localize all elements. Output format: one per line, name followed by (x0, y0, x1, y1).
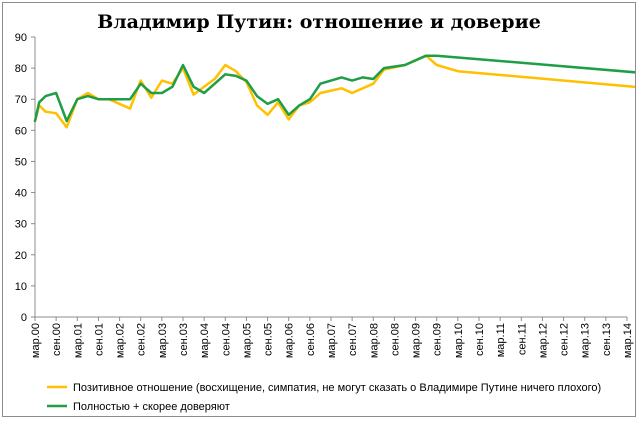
x-tick-label: сен.07 (347, 323, 359, 356)
legend-label: Позитивное отношение (восхищение, симпат… (73, 382, 601, 394)
x-tick-label: сен.01 (93, 323, 105, 356)
x-tick-label: мар.13 (580, 323, 592, 358)
y-tick-label: 40 (15, 188, 27, 200)
y-tick-label: 90 (15, 32, 27, 44)
y-tick-label: 50 (15, 156, 27, 168)
x-tick-label: мар.11 (495, 323, 507, 357)
chart-frame: Владимир Путин: отношение и доверие 0 10 2… (2, 2, 636, 417)
legend-label: Полностью + скорее доверяют (73, 401, 230, 413)
line-chart: 0 10 20 30 40 50 60 70 80 90 мар.00 сен.00 мар.01 сен… (15, 32, 635, 413)
x-tick-label: мар.12 (537, 323, 549, 358)
series-line-positive-attitude (33, 54, 635, 129)
x-tick-label: мар.14 (622, 323, 634, 358)
y-tick-label: 0 (21, 312, 27, 324)
y-tick-label: 20 (15, 250, 27, 262)
y-tick-label: 70 (15, 94, 27, 106)
x-tick-label: мар.06 (284, 323, 296, 358)
x-tick-label: сен.06 (305, 323, 317, 356)
x-tick-label: сен.03 (178, 323, 190, 356)
x-tick-label: сен.09 (432, 323, 444, 356)
y-tick-label: 10 (15, 281, 27, 293)
x-tick-label: сен.10 (474, 323, 486, 356)
x-tick-label: мар.05 (241, 323, 253, 358)
series-line-trust (33, 54, 635, 123)
x-tick-label: сен.04 (220, 323, 232, 356)
x-tick-label: мар.04 (199, 323, 211, 358)
x-tick-label: мар.08 (368, 323, 380, 358)
y-tick-label: 80 (15, 63, 27, 75)
y-tick-label: 60 (15, 125, 27, 137)
x-tick-label: мар.01 (72, 323, 84, 358)
x-tick-label: сен.11 (516, 323, 528, 355)
x-tick-label: мар.07 (326, 323, 338, 358)
x-tick-label: сен.08 (389, 323, 401, 356)
chart-title: Владимир Путин: отношение и доверие (97, 11, 541, 33)
x-tick-label: сен.13 (601, 323, 613, 356)
x-tick-label: сен.12 (559, 323, 571, 356)
x-tick-label: мар.03 (157, 323, 169, 358)
x-tick-label: мар.10 (453, 323, 465, 358)
x-tick-label: мар.00 (30, 323, 42, 358)
y-tick-label: 30 (15, 219, 27, 231)
x-tick-label: сен.00 (51, 323, 63, 356)
x-tick-label: мар.09 (411, 323, 423, 358)
x-tick-label: мар.02 (115, 323, 127, 358)
x-tick-label: сен.02 (136, 323, 148, 356)
x-tick-label: сен.05 (263, 323, 275, 356)
